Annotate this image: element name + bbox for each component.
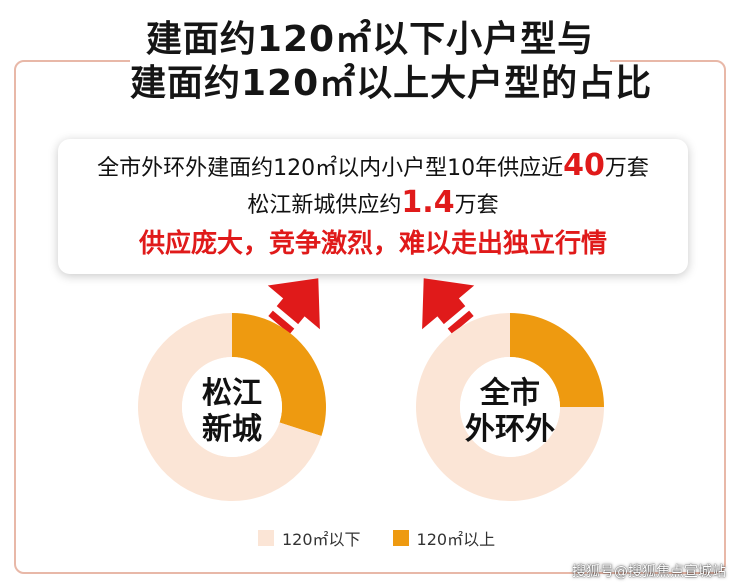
- donut-slice-small: [138, 313, 322, 501]
- info-line-1-text: 全市外环外建面约120㎡以内小户型10年供应近: [97, 156, 564, 181]
- chart-legend: 120㎡以下 120㎡以上: [258, 526, 527, 550]
- legend-label-small: 120㎡以下: [282, 530, 361, 549]
- legend-swatch-small: [258, 530, 274, 546]
- donut-center-label: 全市: [479, 376, 540, 411]
- donut-center-label: 松江: [202, 376, 262, 411]
- info-line-2: 松江新城供应约1.4万套: [58, 186, 688, 223]
- legend-swatch-large: [392, 530, 409, 546]
- donut-center-label: 外环外: [465, 412, 555, 447]
- info-line-1-number: 40: [563, 148, 605, 183]
- info-line-1-unit: 万套: [604, 156, 649, 181]
- donut-slice-large: [510, 313, 604, 407]
- donut-hole: [182, 357, 282, 457]
- info-line-2-number: 1.4: [401, 185, 455, 220]
- info-line-3-conclusion: 供应庞大，竞争激烈，难以走出独立行情: [138, 229, 607, 259]
- legend-item-small: 120㎡以下: [258, 526, 361, 550]
- donut-chart-outer-ring: 全市外环外: [416, 313, 604, 501]
- donut-chart-songjiang: 松江新城: [138, 313, 327, 501]
- legend-item-large: 120㎡以上: [392, 526, 496, 550]
- info-line-1: 全市外环外建面约120㎡以内小户型10年供应近40万套: [58, 149, 688, 186]
- title-line-1: 建面约120㎡以下小户型与: [145, 19, 595, 60]
- info-box: 全市外环外建面约120㎡以内小户型10年供应近40万套 松江新城供应约1.4万套…: [58, 139, 688, 274]
- donut-slice-large: [232, 313, 327, 437]
- donut-center-label: 新城: [202, 412, 262, 447]
- info-line-2-text: 松江新城供应约: [247, 193, 402, 218]
- donut-slice-small: [416, 313, 604, 501]
- info-line-2-unit: 万套: [454, 193, 499, 218]
- page-title: 建面约120㎡以下小户型与 建面约120㎡以上大户型的占比: [130, 18, 653, 110]
- legend-label-large: 120㎡以上: [416, 530, 496, 549]
- title-line-2: 建面约120㎡以上大户型的占比: [130, 63, 653, 104]
- watermark: 搜狐号@搜狐焦点宣城站: [572, 564, 726, 580]
- donut-hole: [460, 357, 560, 457]
